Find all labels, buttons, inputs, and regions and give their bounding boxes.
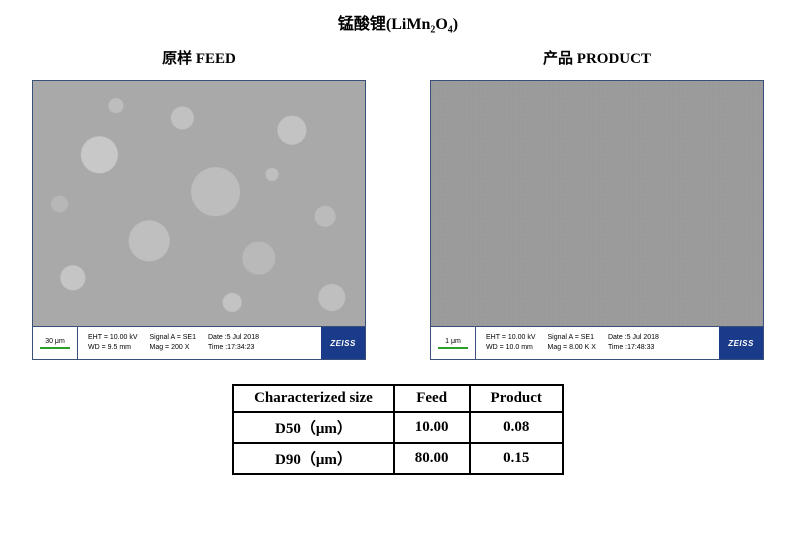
feed-param-col3: Date :5 Jul 2018 Time :17:34:23	[202, 334, 265, 353]
feed-param-col2: Signal A = SE1 Mag = 200 X	[143, 334, 202, 353]
feed-column: 原样 FEED 30 μm EHT = 10.00 kV WD = 9.5 mm…	[30, 47, 368, 360]
row0-feed: 10.00	[394, 412, 470, 443]
product-date: Date :5 Jul 2018	[608, 334, 659, 342]
table-row: D90（μm） 80.00 0.15	[233, 443, 563, 474]
formula-mid: O	[435, 16, 447, 33]
product-column: 产品 PRODUCT 1 μm EHT = 10.00 kV WD = 10.0…	[428, 47, 766, 360]
feed-info-bar: 30 μm EHT = 10.00 kV WD = 9.5 mm Signal …	[33, 326, 365, 359]
header-product: Product	[470, 385, 563, 412]
product-sem-image: 1 μm EHT = 10.00 kV WD = 10.0 mm Signal …	[430, 80, 764, 360]
feed-time: Time :17:34:23	[208, 344, 259, 352]
feed-params: EHT = 10.00 kV WD = 9.5 mm Signal A = SE…	[78, 327, 321, 359]
feed-label: 原样 FEED	[162, 47, 236, 68]
feed-scale-bar	[40, 347, 70, 349]
product-eht: EHT = 10.00 kV	[486, 334, 535, 342]
feed-param-col1: EHT = 10.00 kV WD = 9.5 mm	[82, 334, 143, 353]
table-header-row: Characterized size Feed Product	[233, 385, 563, 412]
product-scale-label: 1 μm	[445, 338, 461, 345]
feed-scale: 30 μm	[33, 327, 78, 359]
feed-date: Date :5 Jul 2018	[208, 334, 259, 342]
product-scale: 1 μm	[431, 327, 476, 359]
feed-wd: WD = 9.5 mm	[88, 344, 137, 352]
size-table: Characterized size Feed Product D50（μm） …	[232, 384, 564, 475]
row1-feed: 80.00	[394, 443, 470, 474]
row1-label: D90（μm）	[233, 443, 394, 474]
row1-product: 0.15	[470, 443, 563, 474]
product-label: 产品 PRODUCT	[543, 47, 651, 68]
product-scale-bar	[438, 347, 468, 349]
page-title: 锰酸锂(LiMn2O4)	[10, 10, 786, 35]
title-cn: 锰酸锂	[338, 16, 386, 33]
product-brand-logo: ZEISS	[719, 327, 763, 359]
formula-pre: (LiMn	[386, 16, 430, 33]
table-row: D50（μm） 10.00 0.08	[233, 412, 563, 443]
product-params: EHT = 10.00 kV WD = 10.0 mm Signal A = S…	[476, 327, 719, 359]
product-param-col1: EHT = 10.00 kV WD = 10.0 mm	[480, 334, 541, 353]
row0-label: D50（μm）	[233, 412, 394, 443]
header-characterized: Characterized size	[233, 385, 394, 412]
row0-product: 0.08	[470, 412, 563, 443]
feed-scale-label: 30 μm	[45, 338, 65, 345]
product-micrograph	[431, 81, 763, 327]
images-row: 原样 FEED 30 μm EHT = 10.00 kV WD = 9.5 mm…	[10, 47, 786, 360]
product-time: Time :17:48:33	[608, 344, 659, 352]
product-signal: Signal A = SE1	[547, 334, 595, 342]
product-mag: Mag = 8.00 K X	[547, 344, 595, 352]
feed-sem-image: 30 μm EHT = 10.00 kV WD = 9.5 mm Signal …	[32, 80, 366, 360]
feed-signal: Signal A = SE1	[149, 334, 196, 342]
product-param-col2: Signal A = SE1 Mag = 8.00 K X	[541, 334, 601, 353]
product-param-col3: Date :5 Jul 2018 Time :17:48:33	[602, 334, 665, 353]
header-feed: Feed	[394, 385, 470, 412]
product-info-bar: 1 μm EHT = 10.00 kV WD = 10.0 mm Signal …	[431, 326, 763, 359]
feed-eht: EHT = 10.00 kV	[88, 334, 137, 342]
feed-micrograph	[33, 81, 365, 327]
feed-mag: Mag = 200 X	[149, 344, 196, 352]
feed-brand-logo: ZEISS	[321, 327, 365, 359]
formula-post: )	[453, 16, 458, 33]
product-wd: WD = 10.0 mm	[486, 344, 535, 352]
